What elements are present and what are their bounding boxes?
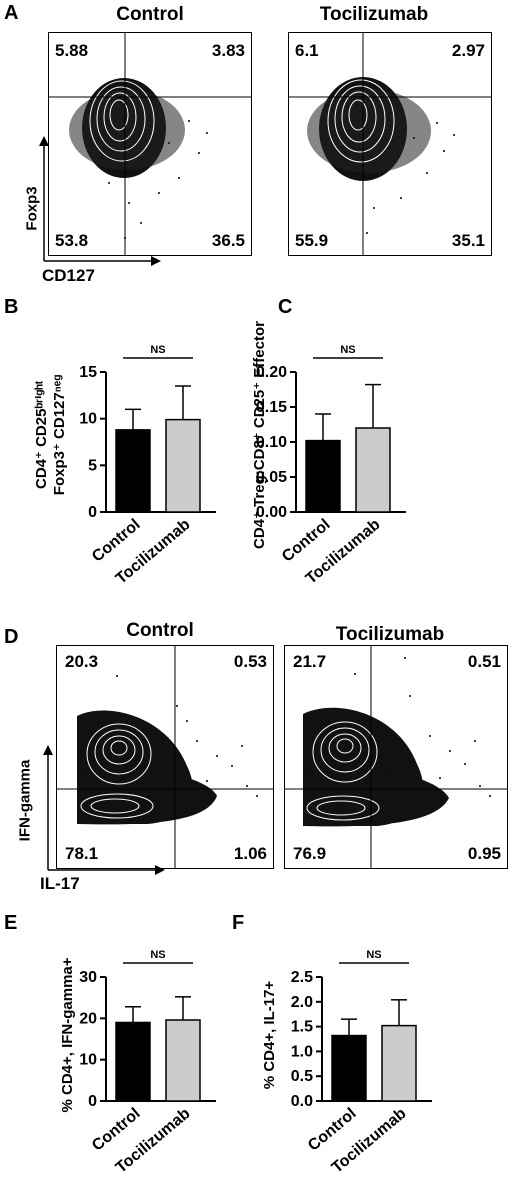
quadrant-upper-right: 0.53 xyxy=(233,652,267,671)
y-axis-label-line2: Foxp3⁺ CD127ⁿᵉᵍ xyxy=(51,375,68,496)
y-tick-label: 10 xyxy=(79,411,97,428)
bar-tocilizumab xyxy=(165,1019,201,1102)
y-axis-label: % CD4+, IL-17+ xyxy=(261,981,278,1090)
bar-tocilizumab xyxy=(381,1024,417,1102)
panel-letter-e: E xyxy=(4,912,18,934)
quadrant-upper-right: 2.97 xyxy=(451,41,485,60)
y-tick-label: 30 xyxy=(79,969,97,986)
quadrant-lower-right: 0.95 xyxy=(467,844,501,863)
y-tick-label: 0.5 xyxy=(291,1068,313,1085)
quadrant-upper-left: 5.88 xyxy=(55,41,89,60)
y-tick-label: 2.5 xyxy=(291,969,313,986)
contour-graphic xyxy=(49,33,251,255)
x-axis-label-cd127: CD127 xyxy=(42,266,95,285)
x-axis-label-il-17: IL-17 xyxy=(40,874,80,893)
bar-control xyxy=(115,1021,151,1102)
significance-label: NS xyxy=(340,344,355,356)
y-tick-label: 10 xyxy=(79,1052,97,1069)
bar-tocilizumab xyxy=(355,427,391,513)
plot-title-a-tocilizumab: Tocilizumab xyxy=(319,4,429,25)
y-tick-label: 15 xyxy=(79,364,97,381)
quadrant-lower-left: 76.9 xyxy=(293,844,327,863)
bar-chart-f: 0.00.51.01.52.02.5ControlTocilizumabNS% … xyxy=(261,949,432,1177)
contour-graphic xyxy=(285,646,507,868)
quadrant-upper-right: 3.83 xyxy=(211,41,245,60)
bar-control xyxy=(305,439,341,513)
bar-chart-c: 0.000.050.100.150.20ControlTocilizumabNS… xyxy=(251,321,406,588)
flow-plot-a-tocilizumab: 6.1 2.97 55.9 35.1 xyxy=(288,32,492,256)
panel-letter-c: C xyxy=(278,296,293,318)
y-tick-label: 2.0 xyxy=(291,994,313,1011)
axis-arrows-d xyxy=(43,745,165,875)
panel-letter-f: F xyxy=(232,912,245,934)
y-tick-label: 0.00 xyxy=(256,504,287,521)
bar-tocilizumab xyxy=(165,418,201,513)
bar-control xyxy=(331,1034,367,1102)
flow-plot-a-control: 5.88 3.83 53.8 36.5 xyxy=(48,32,252,256)
flow-plot-d-tocilizumab: 21.7 0.51 76.9 0.95 xyxy=(284,645,508,869)
significance-label: NS xyxy=(150,949,165,961)
bar-control xyxy=(115,429,151,513)
panel-letter-a: A xyxy=(4,2,19,24)
quadrant-lower-right: 35.1 xyxy=(451,231,485,250)
y-axis-label: % CD4+, IFN-gamma+ xyxy=(59,957,76,1112)
panel-letter-b: B xyxy=(4,296,19,318)
panel-letter-d: D xyxy=(4,626,19,648)
y-axis-label-ifn-gamma: IFN-gamma xyxy=(16,759,34,842)
contour-graphic xyxy=(289,33,491,255)
y-tick-label: 0.15 xyxy=(256,399,287,416)
y-axis-label-foxp3: Foxp3 xyxy=(23,186,41,231)
plot-title-a-control: Control xyxy=(116,4,184,25)
y-tick-label: 0 xyxy=(88,504,97,521)
contour-graphic xyxy=(57,646,273,868)
flow-plot-d-control: 20.3 0.53 78.1 1.06 xyxy=(56,645,274,869)
y-tick-label: 1.0 xyxy=(291,1043,313,1060)
y-tick-label: 0.20 xyxy=(256,364,287,381)
y-tick-label: 20 xyxy=(79,1010,97,1027)
y-tick-label: 0 xyxy=(88,1093,97,1110)
y-tick-label: 5 xyxy=(88,457,97,474)
quadrant-lower-right: 1.06 xyxy=(233,844,267,863)
quadrant-upper-left: 6.1 xyxy=(295,41,319,60)
y-axis-label: CD4⁺ CD25ᵇʳⁱᵍʰᵗ xyxy=(33,380,50,489)
quadrant-lower-left: 53.8 xyxy=(55,231,89,250)
quadrant-upper-left: 21.7 xyxy=(293,652,327,671)
y-axis-label: CD4⁺ Treg:CD8⁺ CD25⁺ Effector xyxy=(251,321,268,549)
y-tick-label: 0.10 xyxy=(256,434,287,451)
y-tick-label: 1.5 xyxy=(291,1019,313,1036)
significance-label: NS xyxy=(150,344,165,356)
significance-label: NS xyxy=(366,949,381,961)
axis-arrows-a xyxy=(39,136,161,266)
plot-title-d-tocilizumab: Tocilizumab xyxy=(335,624,445,645)
quadrant-lower-left: 55.9 xyxy=(295,231,329,250)
quadrant-upper-left: 20.3 xyxy=(65,652,99,671)
quadrant-upper-right: 0.51 xyxy=(467,652,501,671)
y-tick-label: 0.05 xyxy=(256,469,287,486)
quadrant-lower-right: 36.5 xyxy=(211,231,245,250)
y-tick-label: 0.0 xyxy=(291,1093,313,1110)
quadrant-lower-left: 78.1 xyxy=(65,844,99,863)
plot-title-d-control: Control xyxy=(126,620,194,641)
